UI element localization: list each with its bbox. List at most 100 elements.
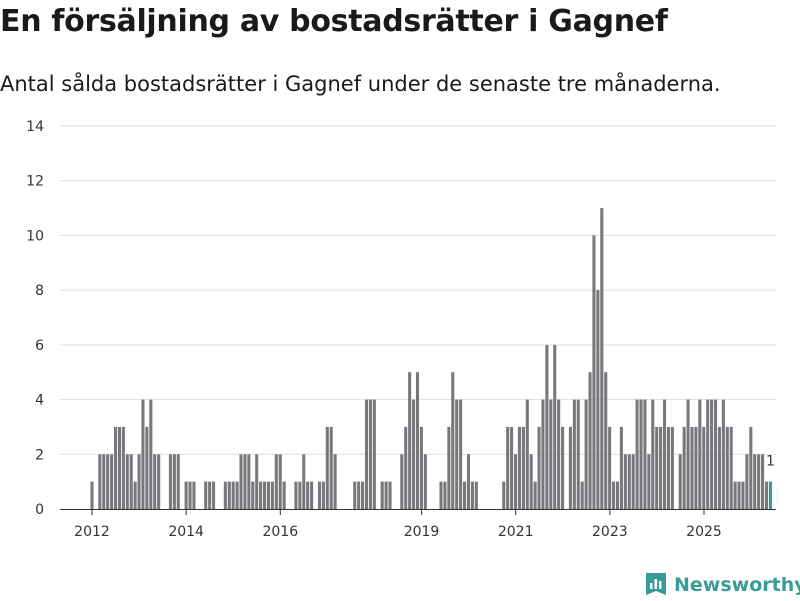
bar bbox=[361, 481, 365, 509]
bar bbox=[423, 454, 427, 509]
bar bbox=[117, 426, 121, 509]
bar bbox=[447, 426, 451, 509]
bar bbox=[231, 481, 235, 509]
bar bbox=[310, 481, 314, 509]
bar bbox=[282, 481, 286, 509]
bar bbox=[690, 426, 694, 509]
bar bbox=[129, 454, 133, 509]
bar bbox=[325, 426, 329, 509]
bar bbox=[368, 399, 372, 509]
y-axis: 0 2 4 6 8 10 12 14 bbox=[26, 119, 44, 518]
bar bbox=[184, 481, 188, 509]
bar bbox=[604, 372, 608, 509]
bar bbox=[537, 426, 541, 509]
bar bbox=[733, 481, 737, 509]
bar bbox=[204, 481, 208, 509]
bar bbox=[247, 454, 251, 509]
bar bbox=[168, 454, 172, 509]
bar bbox=[525, 399, 529, 509]
bar bbox=[278, 454, 282, 509]
bar bbox=[557, 399, 561, 509]
bar bbox=[561, 426, 565, 509]
bar bbox=[753, 454, 757, 509]
bar bbox=[235, 481, 239, 509]
bar bbox=[153, 454, 157, 509]
bar bbox=[474, 481, 478, 509]
bar bbox=[764, 481, 769, 509]
bar bbox=[372, 399, 376, 509]
y-tick-label: 12 bbox=[26, 174, 44, 190]
bar bbox=[251, 481, 255, 509]
bar bbox=[364, 399, 369, 509]
bar bbox=[243, 454, 247, 509]
x-axis: 2012 2014 2016 2019 2021 2023 2025 bbox=[60, 509, 776, 540]
bar bbox=[506, 426, 510, 509]
bar bbox=[145, 426, 149, 509]
bar bbox=[212, 481, 216, 509]
bar bbox=[419, 426, 423, 509]
bar bbox=[612, 481, 616, 509]
bar bbox=[698, 399, 702, 509]
last-value-label: 1 bbox=[766, 454, 775, 470]
bar bbox=[439, 481, 443, 509]
bar bbox=[761, 454, 765, 509]
bar bbox=[502, 481, 506, 509]
bar bbox=[106, 454, 110, 509]
bar bbox=[188, 481, 192, 509]
bar bbox=[404, 426, 408, 509]
bar bbox=[388, 481, 392, 509]
bar bbox=[517, 426, 521, 509]
bar bbox=[192, 481, 196, 509]
bar bbox=[627, 454, 631, 509]
bar-chart: 0 2 4 6 8 10 12 14 2012 2014 2016 2019 2021 2023 2025… bbox=[26, 119, 776, 540]
y-tick-label: 6 bbox=[35, 338, 44, 354]
y-tick-label: 2 bbox=[35, 447, 44, 463]
bar bbox=[172, 454, 176, 509]
bar bbox=[741, 481, 745, 509]
bar bbox=[263, 481, 267, 509]
bar bbox=[270, 481, 274, 509]
bar bbox=[470, 481, 474, 509]
bar bbox=[259, 481, 263, 509]
x-tick-label: 2016 bbox=[262, 524, 298, 540]
bar bbox=[706, 399, 710, 509]
bar bbox=[533, 481, 537, 509]
bar bbox=[380, 481, 384, 509]
bar bbox=[670, 426, 674, 509]
bar bbox=[466, 454, 470, 509]
y-tick-label: 8 bbox=[35, 283, 44, 299]
bar bbox=[149, 399, 153, 509]
newsworthy-logo-icon bbox=[646, 573, 666, 595]
bar bbox=[529, 454, 533, 509]
bar bbox=[619, 426, 623, 509]
bar bbox=[353, 481, 357, 509]
bar bbox=[266, 481, 270, 509]
bar bbox=[521, 426, 525, 509]
bar bbox=[717, 426, 721, 509]
bar bbox=[513, 454, 518, 509]
bar bbox=[643, 399, 647, 509]
y-tick-label: 14 bbox=[26, 119, 44, 135]
bar bbox=[321, 481, 325, 509]
bar bbox=[592, 235, 596, 509]
bar bbox=[635, 399, 639, 509]
bar bbox=[721, 399, 725, 509]
data-labels: 1 bbox=[766, 454, 775, 470]
y-tick-label: 4 bbox=[35, 393, 44, 409]
bar bbox=[294, 481, 298, 509]
bar bbox=[647, 454, 651, 509]
bar bbox=[651, 399, 655, 509]
bar bbox=[384, 481, 388, 509]
brand-name: Newsworthy bbox=[674, 574, 800, 596]
bar bbox=[757, 454, 761, 509]
bar bbox=[678, 454, 682, 509]
bar bbox=[580, 481, 584, 509]
bar bbox=[141, 399, 145, 509]
bar bbox=[600, 208, 604, 509]
bar bbox=[588, 372, 592, 509]
bar bbox=[729, 426, 733, 509]
bar bbox=[663, 399, 667, 509]
bar bbox=[710, 399, 714, 509]
x-tick-label: 2021 bbox=[498, 524, 534, 540]
bar bbox=[227, 481, 231, 509]
